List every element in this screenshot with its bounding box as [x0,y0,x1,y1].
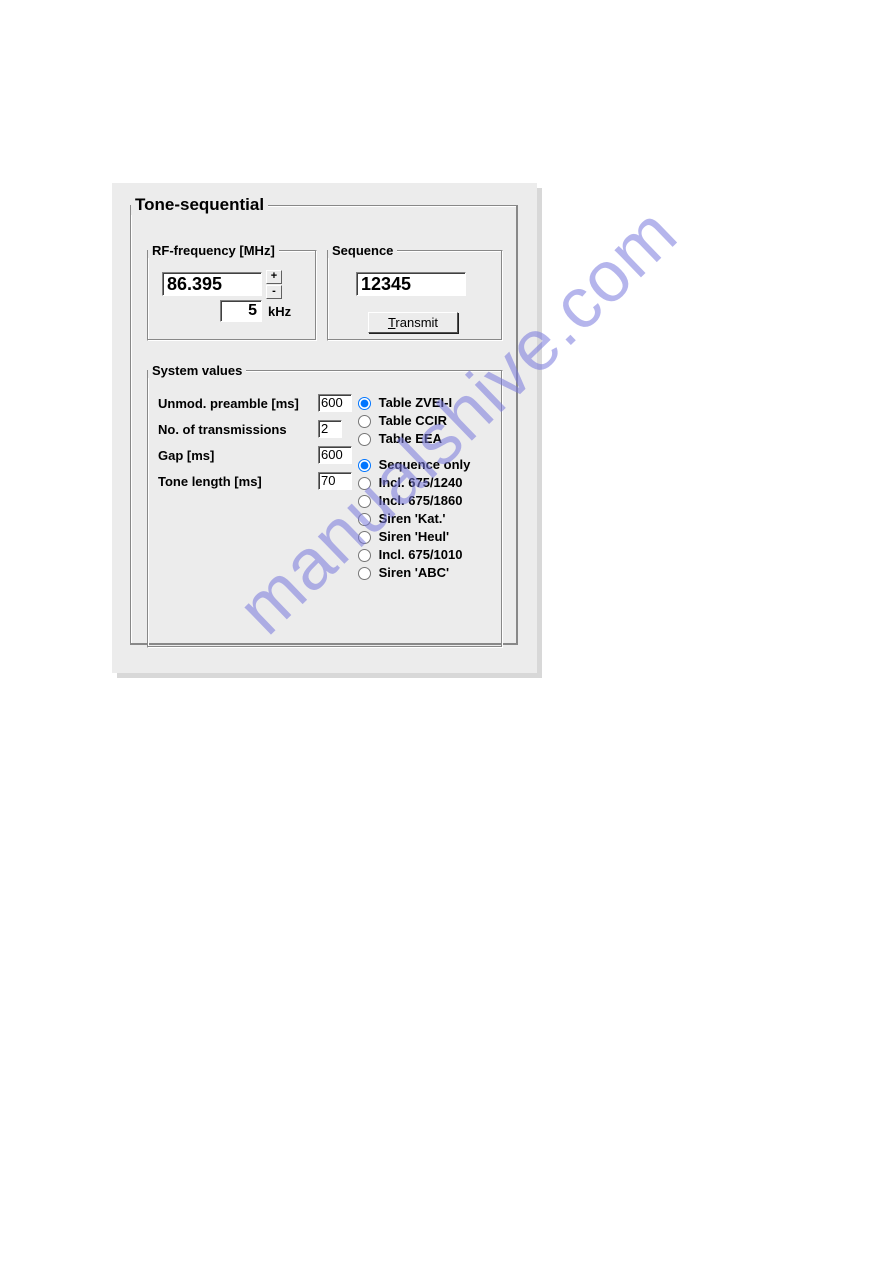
rf-legend: RF-frequency [MHz] [148,243,279,258]
mode-radio-1010-input[interactable] [358,549,371,562]
mode-radio-1010-label: Incl. 675/1010 [379,547,463,562]
mode-radio-seq-only-input[interactable] [358,459,371,472]
mode-radio-abc-label: Siren 'ABC' [379,565,449,580]
transmissions-row: No. of transmissions [158,422,287,437]
preamble-label: Unmod. preamble [ms] [158,396,299,411]
tone-sequential-panel: Tone-sequential RF-frequency [MHz] 86.39… [112,183,537,673]
mode-radio-heul-label: Siren 'Heul' [379,529,449,544]
gap-label: Gap [ms] [158,448,214,463]
mode-radio-seq-only-label: Sequence only [379,457,471,472]
tone-length-label: Tone length [ms] [158,474,262,489]
transmissions-input[interactable]: 2 [318,420,342,438]
mode-radio-kat-label: Siren 'Kat.' [379,511,446,526]
table-radio-eea[interactable]: Table EEA [358,430,452,448]
transmit-button[interactable]: Transmit [368,312,458,333]
gap-input[interactable]: 600 [318,446,352,464]
tone-length-input[interactable]: 70 [318,472,352,490]
rf-frequency-group: RF-frequency [MHz] 86.395 + - 5 kHz [147,243,317,341]
mode-radio-1860-input[interactable] [358,495,371,508]
table-radio-zvei-input[interactable] [358,397,371,410]
preamble-row: Unmod. preamble [ms] [158,396,299,411]
mode-radio-1240-label: Incl. 675/1240 [379,475,463,490]
table-radio-ccir-label: Table CCIR [379,413,447,428]
table-radio-ccir[interactable]: Table CCIR [358,412,452,430]
sequence-input[interactable]: 12345 [356,272,466,296]
mode-radio-1860[interactable]: Incl. 675/1860 [358,492,470,510]
mode-radio-abc[interactable]: Siren 'ABC' [358,564,470,582]
mode-radio-kat[interactable]: Siren 'Kat.' [358,510,470,528]
gap-row: Gap [ms] [158,448,214,463]
mode-radio-group: Sequence only Incl. 675/1240 Incl. 675/1… [358,456,470,582]
mode-radio-1240-input[interactable] [358,477,371,490]
system-values-group: System values Unmod. preamble [ms] 600 N… [147,363,503,648]
table-radio-group: Table ZVEI-I Table CCIR Table EEA [358,394,452,448]
mode-radio-1010[interactable]: Incl. 675/1010 [358,546,470,564]
system-values-legend: System values [148,363,246,378]
sequence-legend: Sequence [328,243,397,258]
rf-step-up-button[interactable]: + [266,270,282,284]
sequence-group: Sequence 12345 Transmit [327,243,503,341]
transmit-label-rest: ransmit [395,315,438,330]
table-radio-zvei-label: Table ZVEI-I [379,395,452,410]
table-radio-eea-input[interactable] [358,433,371,446]
table-radio-zvei[interactable]: Table ZVEI-I [358,394,452,412]
mode-radio-1860-label: Incl. 675/1860 [379,493,463,508]
table-radio-eea-label: Table EEA [379,431,442,446]
mode-radio-heul-input[interactable] [358,531,371,544]
rf-step-input[interactable]: 5 [220,300,262,322]
table-radio-ccir-input[interactable] [358,415,371,428]
panel-title: Tone-sequential [131,195,268,215]
mode-radio-heul[interactable]: Siren 'Heul' [358,528,470,546]
mode-radio-1240[interactable]: Incl. 675/1240 [358,474,470,492]
preamble-input[interactable]: 600 [318,394,352,412]
rf-unit-label: kHz [268,304,291,319]
rf-step-down-button[interactable]: - [266,285,282,299]
mode-radio-abc-input[interactable] [358,567,371,580]
mode-radio-seq-only[interactable]: Sequence only [358,456,470,474]
transmissions-label: No. of transmissions [158,422,287,437]
main-groupbox: Tone-sequential RF-frequency [MHz] 86.39… [130,195,518,645]
tone-length-row: Tone length [ms] [158,474,262,489]
rf-frequency-input[interactable]: 86.395 [162,272,262,296]
mode-radio-kat-input[interactable] [358,513,371,526]
